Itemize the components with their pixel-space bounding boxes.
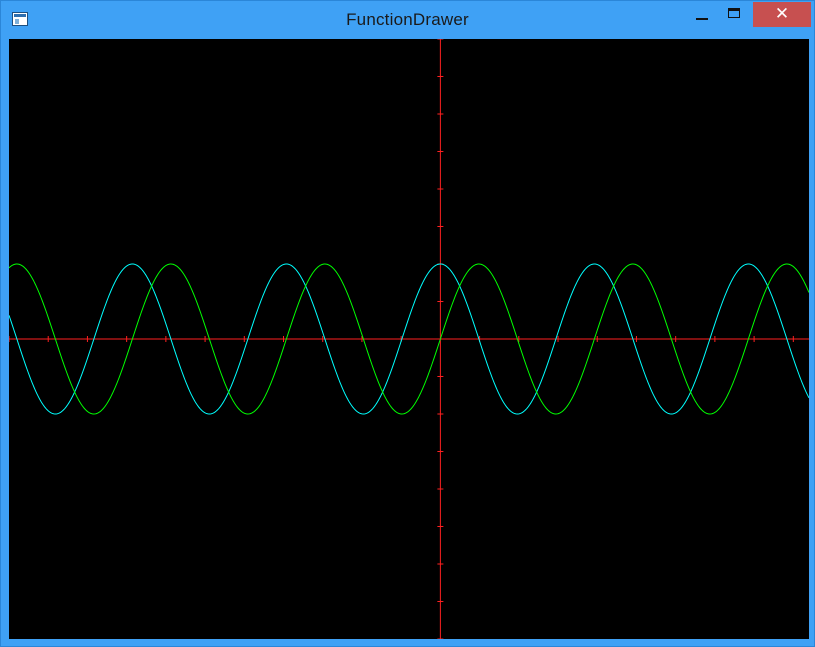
app-window-icon[interactable] — [12, 12, 28, 26]
axes — [9, 39, 809, 639]
curves — [9, 263, 809, 415]
window-title: FunctionDrawer — [346, 10, 469, 29]
maximize-button[interactable] — [719, 2, 749, 28]
drawing-canvas[interactable] — [9, 39, 809, 639]
close-button[interactable]: ✕ — [753, 2, 811, 27]
minimize-button[interactable] — [687, 2, 717, 28]
title-bar[interactable]: FunctionDrawer ✕ — [1, 1, 814, 39]
close-icon: ✕ — [774, 4, 790, 24]
function-plot — [9, 39, 809, 639]
series-line-sin — [9, 263, 809, 415]
series-line-cos — [9, 263, 809, 415]
